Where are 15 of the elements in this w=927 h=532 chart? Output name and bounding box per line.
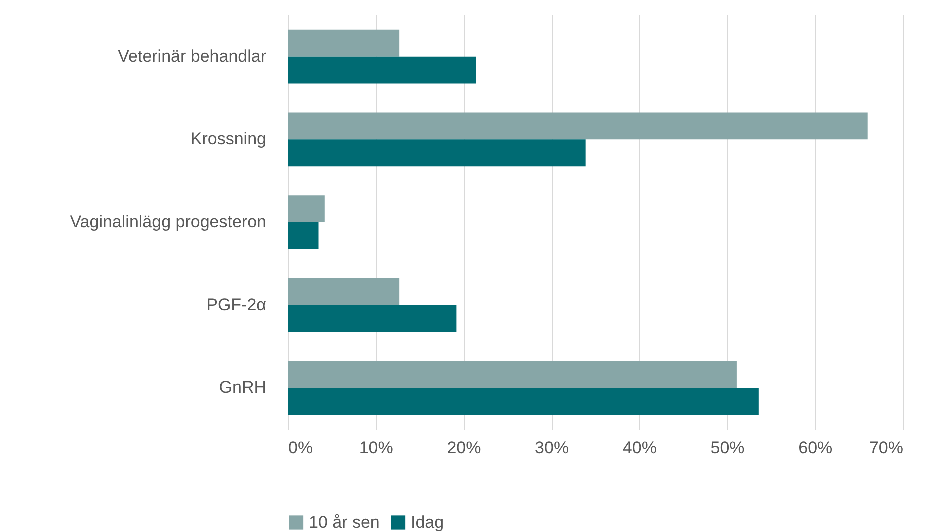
legend-label: 10 år sen	[309, 512, 380, 532]
y-tick-label: Vaginalinlägg progesteron	[70, 212, 266, 232]
x-tick-label: 50%	[710, 438, 745, 458]
legend-label: Idag	[411, 512, 444, 532]
x-tick-label: 20%	[447, 438, 482, 458]
y-tick-label: Krossning	[190, 130, 266, 149]
x-tick-label: 40%	[622, 438, 657, 458]
x-tick-label: 30%	[535, 438, 570, 458]
x-tick-label: 70%	[869, 438, 904, 458]
y-tick-label: PGF-2α	[206, 295, 267, 314]
x-tick-label: 10%	[359, 438, 394, 458]
x-tick-label: 60%	[798, 438, 833, 458]
x-tick-label: 0%	[288, 438, 314, 458]
y-tick-label: Veterinär behandlar	[118, 46, 267, 66]
y-tick-label: GnRH	[219, 378, 266, 398]
